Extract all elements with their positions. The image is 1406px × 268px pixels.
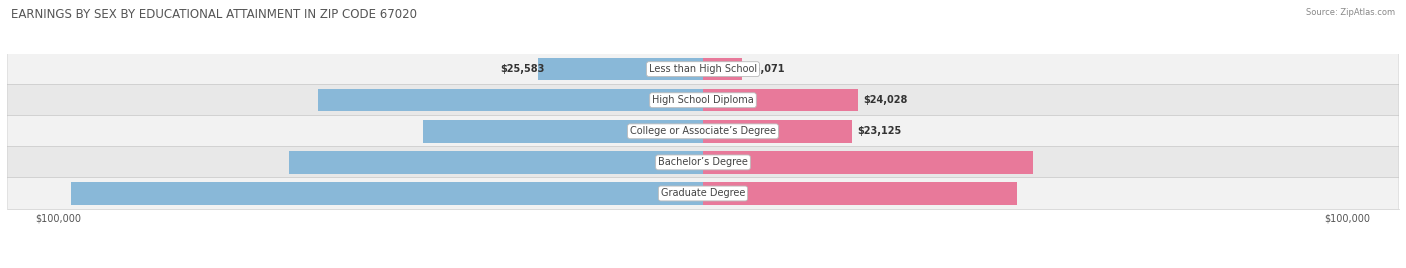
Text: College or Associate’s Degree: College or Associate’s Degree [630,126,776,136]
Text: $48,750: $48,750 [675,188,718,199]
Bar [703,151,1032,174]
FancyBboxPatch shape [7,53,1399,85]
Text: $24,028: $24,028 [863,95,907,105]
Text: $25,583: $25,583 [501,64,544,74]
Text: $43,478: $43,478 [689,126,734,136]
Bar [703,120,852,143]
Text: $23,125: $23,125 [858,126,901,136]
Bar [703,89,858,111]
Bar [703,182,1017,205]
Bar [290,151,703,174]
Text: Less than High School: Less than High School [650,64,756,74]
Text: Graduate Degree: Graduate Degree [661,188,745,199]
Text: $6,071: $6,071 [747,64,785,74]
Bar [72,182,703,205]
Text: High School Diploma: High School Diploma [652,95,754,105]
Text: $51,146: $51,146 [675,157,720,168]
Text: $64,167: $64,167 [682,157,727,168]
FancyBboxPatch shape [7,178,1399,209]
FancyBboxPatch shape [7,147,1399,178]
Text: Source: ZipAtlas.com: Source: ZipAtlas.com [1306,8,1395,17]
FancyBboxPatch shape [7,116,1399,147]
Bar [703,58,742,80]
Text: $98,068: $98,068 [672,188,716,199]
Text: $59,792: $59,792 [683,95,728,105]
FancyBboxPatch shape [7,84,1399,116]
Text: EARNINGS BY SEX BY EDUCATIONAL ATTAINMENT IN ZIP CODE 67020: EARNINGS BY SEX BY EDUCATIONAL ATTAINMEN… [11,8,418,21]
Text: Bachelor’s Degree: Bachelor’s Degree [658,157,748,168]
Bar [538,58,703,80]
Bar [318,89,703,111]
Bar [423,120,703,143]
